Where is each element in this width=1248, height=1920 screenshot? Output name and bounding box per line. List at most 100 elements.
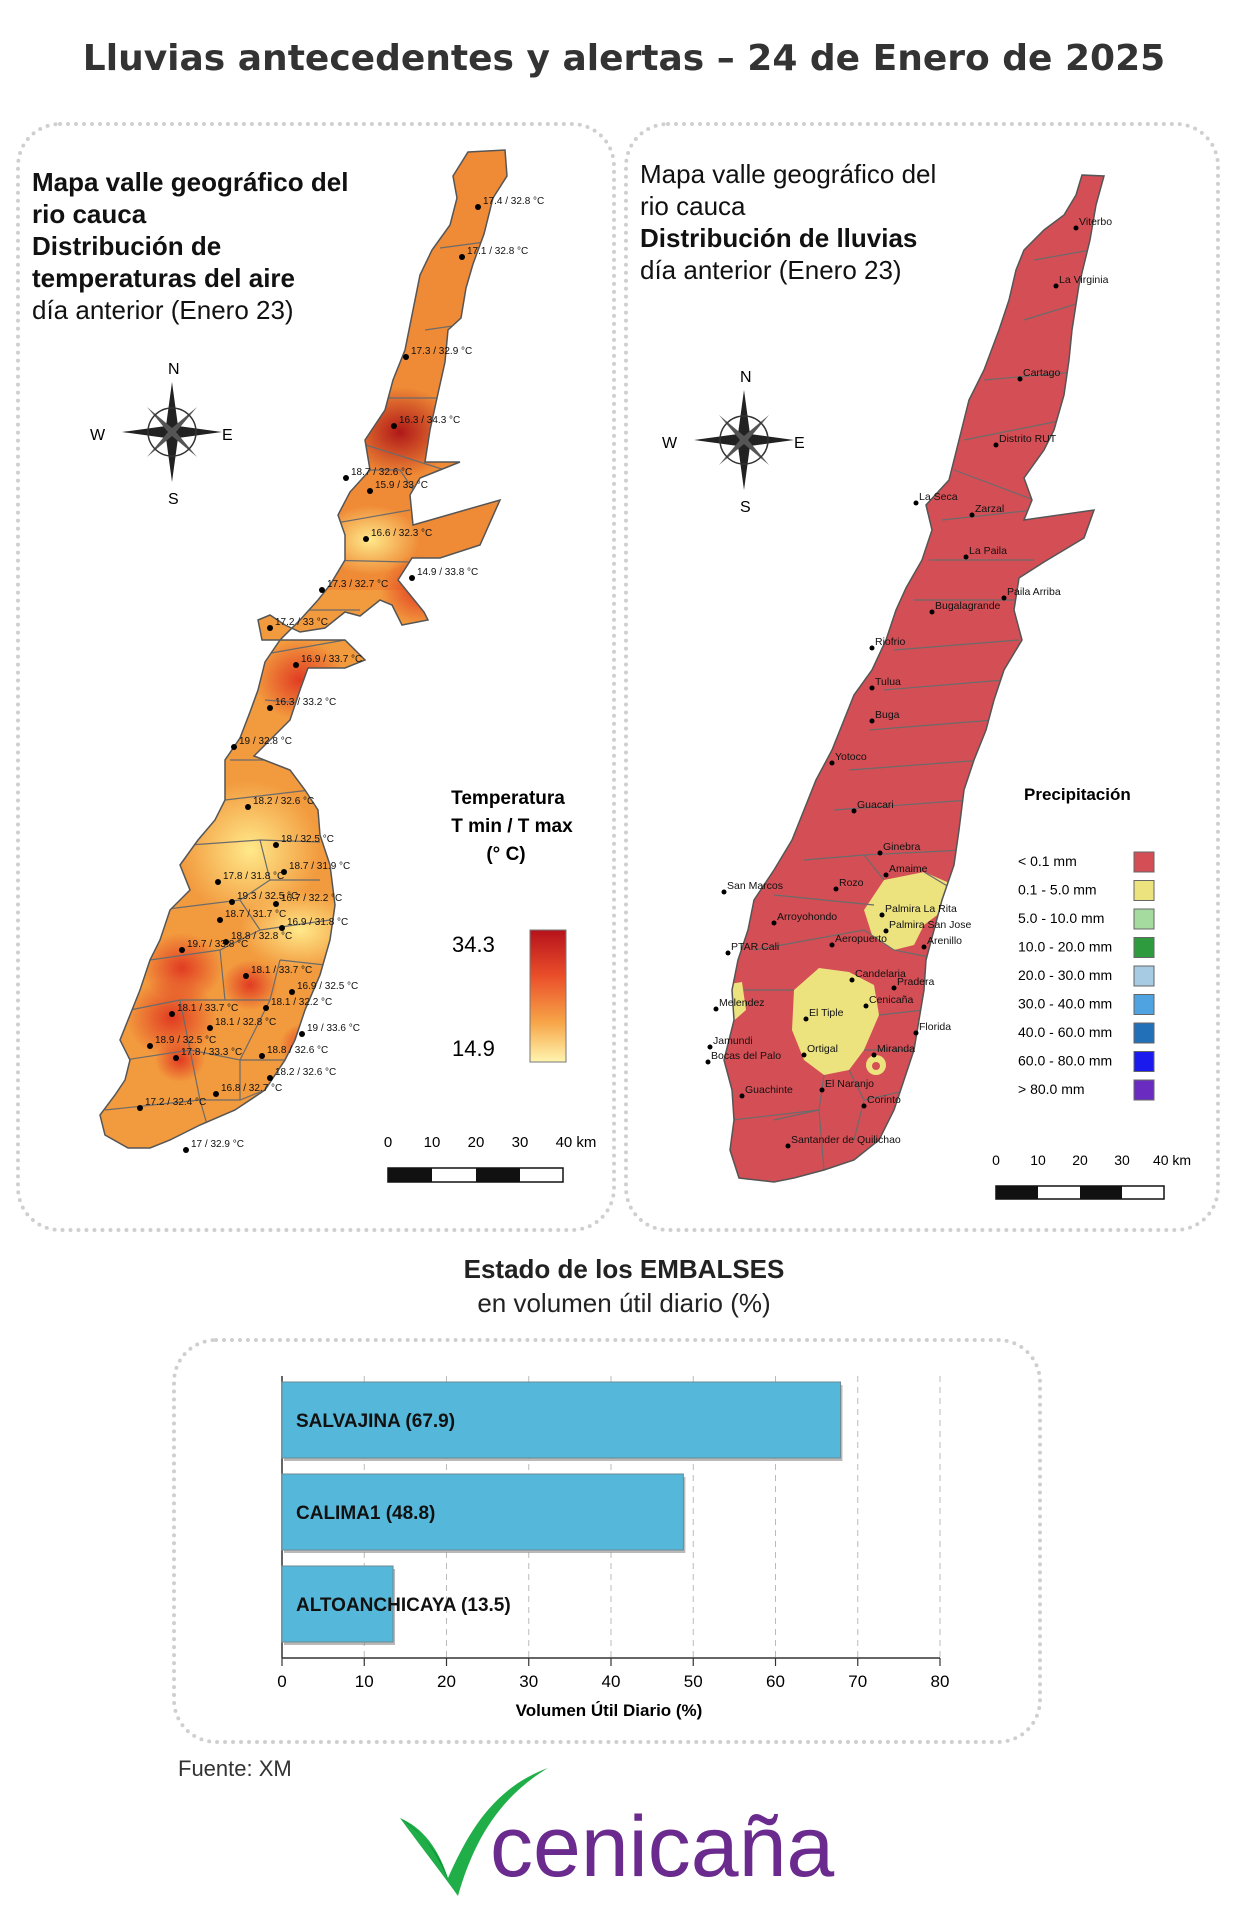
station-dot (267, 705, 273, 711)
place-dot (883, 872, 889, 878)
legend-item-label: 30.0 - 40.0 mm (1018, 996, 1112, 1012)
place-dot (891, 985, 897, 991)
place-dot (1001, 595, 1007, 601)
legend-swatch (1133, 1079, 1155, 1101)
svg-text:S: S (740, 499, 751, 516)
x-tick-label: 40 (602, 1672, 621, 1691)
svg-text:N: N (740, 369, 752, 386)
legend-swatch (1133, 1022, 1155, 1044)
place-label: Viterbo (1079, 216, 1112, 228)
reservoir-chart: SALVAJINA (67.9) CALIMA1 (48.8) ALTOANCHIC… (277, 1376, 949, 1720)
place-dot (913, 500, 919, 506)
legend-swatch (1133, 965, 1155, 987)
place-dot (871, 1052, 877, 1058)
svg-text:30: 30 (512, 1134, 529, 1151)
place-label: Jamundi (713, 1035, 753, 1047)
station-dot (183, 1147, 189, 1153)
place-label: Cartago (1023, 367, 1061, 379)
x-tick-label: 30 (519, 1672, 538, 1691)
station-dot (173, 1055, 179, 1061)
temp-color-ramp (529, 929, 567, 1063)
x-tick-label: 0 (277, 1672, 286, 1691)
place-dot (829, 760, 835, 766)
temp-legend-title1: Temperatura (451, 788, 565, 809)
place-label: Candelaria (855, 968, 906, 980)
station-label: 14.9 / 33.8 °C (417, 567, 478, 578)
station-label: 18.8 / 32.8 °C (231, 931, 292, 942)
chart-bars: SALVAJINA (67.9) CALIMA1 (48.8) ALTOANCHIC… (281, 1381, 843, 1645)
place-label: PTAR Cali (731, 941, 779, 953)
station-label: 17.8 / 31.8 °C (223, 871, 284, 882)
station-label: 18.1 / 33.7 °C (177, 1003, 238, 1014)
place-dot (819, 1087, 825, 1093)
station-label: 18.2 / 32.6 °C (253, 796, 314, 807)
station-dot (475, 204, 481, 210)
station-dot (403, 354, 409, 360)
place-label: San Marcos (727, 880, 783, 892)
place-label: Florida (919, 1021, 951, 1033)
svg-text:10: 10 (424, 1134, 441, 1151)
station-label: 18.1 / 32.2 °C (271, 997, 332, 1008)
temp-legend-title2: T min / T max (451, 816, 573, 837)
station-label: 17.2 / 32.4 °C (145, 1097, 206, 1108)
svg-text:W: W (662, 435, 678, 452)
station-dot (279, 925, 285, 931)
place-dot (829, 942, 835, 948)
x-tick-label: 20 (437, 1672, 456, 1691)
place-label: El Tiple (809, 1007, 844, 1019)
place-dot (921, 944, 927, 950)
place-label: Arenillo (927, 935, 962, 947)
place-dot (721, 889, 727, 895)
station-dot (363, 536, 369, 542)
station-dot (391, 423, 397, 429)
place-label: Bocas del Palo (711, 1050, 781, 1062)
legend-swatch (1133, 937, 1155, 958)
place-dot (869, 645, 875, 651)
place-label: La Virginia (1059, 274, 1109, 286)
temp-legend-min: 14.9 (452, 1036, 495, 1061)
station-dot (147, 1043, 153, 1049)
station-label: 18.8 / 32.6 °C (267, 1045, 328, 1056)
station-label: 16.9 / 32.5 °C (297, 981, 358, 992)
place-dot (713, 1006, 719, 1012)
station-label: 16.8 / 32.7 °C (221, 1083, 282, 1094)
rain-map: N S E W Viterbo La Virginia Cartago Distrit… (662, 174, 1191, 1200)
station-dot (207, 1025, 213, 1031)
place-label: Bugalagrande (935, 600, 1001, 612)
x-tick-label: 60 (766, 1672, 785, 1691)
place-label: El Naranjo (825, 1078, 874, 1090)
compass-icon: N S E W (90, 361, 233, 508)
cenicana-logo: cenicaña (400, 1768, 834, 1896)
temp-legend-title3: (° C) (486, 844, 525, 865)
rain-title-line1: Mapa valle geográfico del (640, 159, 937, 189)
station-label: 18.1 / 33.7 °C (251, 965, 312, 976)
rain-title-line3: Distribución de lluvias (640, 223, 918, 253)
bar-label: ALTOANCHICAYA (13.5) (296, 1595, 511, 1616)
place-label: Santander de Quilichao (791, 1134, 901, 1146)
station-dot (267, 625, 273, 631)
legend-item-label: > 80.0 mm (1018, 1081, 1085, 1097)
station-label: 18 / 32.5 °C (281, 834, 334, 845)
svg-text:E: E (222, 427, 233, 444)
place-dot (879, 912, 885, 918)
legend-item-label: 0.1 - 5.0 mm (1018, 882, 1097, 898)
place-label: Distrito RUT (999, 433, 1057, 445)
station-label: 17.1 / 32.8 °C (467, 246, 528, 257)
temp-title-line1: Mapa valle geográfico del (32, 167, 349, 197)
place-label: Arroyohondo (777, 911, 837, 923)
bar-label: SALVAJINA (67.9) (296, 1411, 455, 1432)
check-icon (400, 1768, 548, 1896)
place-dot (883, 928, 889, 934)
station-dot (231, 744, 237, 750)
place-dot (913, 1030, 919, 1036)
station-label: 16.3 / 33.2 °C (275, 697, 336, 708)
rain-stations: Viterbo La Virginia Cartago Distrito RUT La … (705, 216, 1112, 1149)
svg-text:30: 30 (1114, 1152, 1130, 1168)
place-dot (705, 1059, 711, 1065)
source-label: Fuente: XM (178, 1756, 292, 1781)
place-label: Amaime (889, 863, 928, 875)
station-dot (263, 1005, 269, 1011)
temp-title-line5: día anterior (Enero 23) (32, 295, 294, 325)
station-label: 18.2 / 32.6 °C (275, 1067, 336, 1078)
station-dot (245, 804, 251, 810)
